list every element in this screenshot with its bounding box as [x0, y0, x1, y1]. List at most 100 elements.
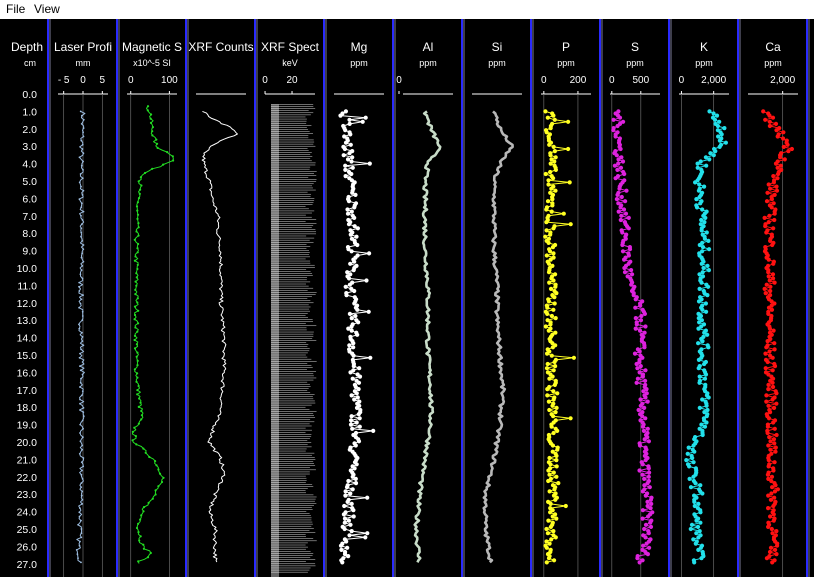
data-point-Mg	[348, 491, 353, 496]
data-point-K	[692, 503, 697, 509]
data-point-S	[632, 351, 638, 356]
data-point-Mg	[350, 474, 355, 479]
data-point-P	[548, 524, 554, 529]
data-point-Mg	[338, 543, 344, 548]
data-point-Mg	[349, 529, 354, 534]
data-point-Ca	[762, 286, 767, 291]
data-point-K	[698, 159, 703, 164]
data-point-laser	[82, 457, 85, 459]
data-point-P	[549, 209, 554, 214]
data-point-P	[544, 366, 550, 371]
data-point-Mg	[342, 503, 347, 509]
data-point-Ca	[768, 545, 774, 550]
data-point-Mg	[351, 268, 356, 273]
data-point-laser	[82, 131, 84, 134]
data-point-Mg	[355, 332, 360, 337]
data-point-K	[702, 184, 707, 189]
data-point-P	[545, 351, 550, 356]
data-point-P	[552, 159, 557, 164]
data-point-S	[647, 545, 652, 550]
data-point-magnetic	[136, 301, 139, 304]
menu-view[interactable]: View	[34, 2, 60, 16]
data-point-S	[637, 468, 642, 473]
data-point-Ca	[765, 430, 770, 436]
menu-bar: File View	[0, 0, 814, 19]
data-point-laser	[80, 473, 83, 476]
data-point-Ca	[764, 399, 769, 404]
data-point-magnetic	[140, 418, 143, 421]
data-point-K	[699, 228, 704, 233]
data-point-P	[544, 220, 549, 225]
data-point-K	[697, 374, 702, 379]
data-point-P	[552, 382, 558, 387]
data-point-Ca	[781, 130, 786, 135]
data-point-K	[695, 161, 700, 166]
data-point-K	[722, 126, 727, 131]
data-point-S	[645, 552, 651, 557]
data-point-Ca	[766, 311, 771, 316]
data-point-laser	[78, 327, 81, 330]
data-point-laser	[81, 498, 84, 501]
data-point-K	[696, 547, 701, 553]
data-point-Ca	[771, 376, 776, 381]
core-log-plot: Depth cm 0.0 1.0 2.0 3.0 4.0 5.0 6.0 7.0 8.0 9.0 10.…	[0, 19, 814, 577]
data-point-Ca	[771, 174, 776, 179]
depth-label: 14.0	[17, 333, 38, 345]
data-point-Ca	[761, 109, 766, 114]
data-point-magnetic	[133, 259, 136, 262]
data-point-magnetic	[151, 134, 154, 137]
data-point-Ca	[766, 524, 771, 529]
data-point-laser	[78, 515, 81, 518]
data-point-Mg	[353, 192, 358, 197]
track-title-Mg: Mg	[351, 40, 368, 54]
data-point-laser	[82, 244, 85, 246]
data-point-K	[706, 395, 711, 400]
data-point-Ca	[763, 291, 768, 296]
data-point-K	[695, 524, 701, 529]
depth-label: 27.0	[17, 559, 38, 571]
data-point-Ca	[770, 242, 775, 248]
data-point-laser	[80, 394, 83, 397]
data-point-Ca	[772, 280, 777, 285]
data-point-P	[553, 167, 559, 172]
data-point-magnetic	[136, 213, 140, 216]
data-point-P	[546, 182, 551, 187]
data-point-P	[561, 211, 566, 216]
data-point-Mg	[350, 376, 355, 381]
data-point-P	[545, 311, 550, 316]
data-point-magnetic	[150, 113, 153, 116]
data-point-S	[638, 403, 643, 408]
data-point-P	[549, 313, 555, 319]
data-point-K	[703, 372, 709, 377]
data-point-magnetic	[144, 451, 147, 454]
data-point-K	[697, 242, 702, 248]
data-point-laser	[79, 440, 82, 443]
data-point-K	[703, 155, 709, 160]
data-point-laser	[82, 152, 85, 155]
data-point-K	[692, 560, 697, 565]
data-point-magnetic	[135, 355, 138, 358]
data-point-Mg	[346, 554, 351, 559]
data-point-S	[618, 146, 623, 152]
data-point-laser	[82, 294, 84, 296]
data-point-K	[704, 163, 709, 168]
data-point-Mg	[350, 190, 355, 195]
data-point-K	[690, 455, 695, 461]
data-point-Mg	[346, 276, 352, 281]
data-point-K	[711, 111, 716, 116]
data-point-Mg	[350, 155, 355, 160]
menu-file[interactable]: File	[6, 2, 26, 16]
data-point-laser	[80, 482, 83, 484]
data-point-Ca	[766, 464, 771, 469]
data-point-S	[629, 282, 634, 287]
data-point-laser	[81, 194, 84, 196]
data-point-Mg	[346, 199, 352, 204]
data-point-S	[640, 558, 645, 563]
data-point-Ca	[769, 307, 775, 312]
data-point-Mg	[343, 128, 348, 133]
data-point-P	[551, 176, 556, 181]
data-point-magnetic	[135, 380, 138, 383]
data-point-P	[548, 462, 553, 467]
data-point-laser	[79, 369, 82, 372]
data-point-Mg	[342, 516, 348, 521]
